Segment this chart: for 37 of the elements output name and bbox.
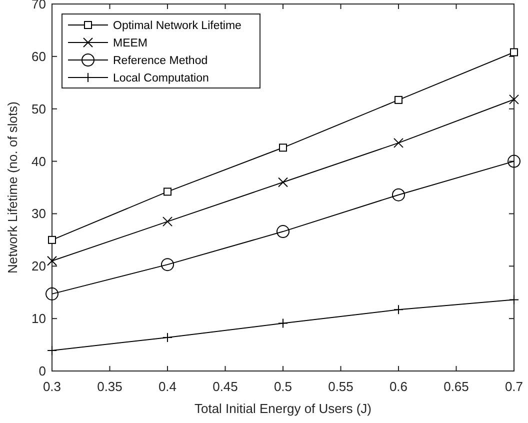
point xyxy=(279,144,287,152)
x-tick-label: 0.7 xyxy=(504,379,524,394)
x-tick-label: 0.65 xyxy=(444,379,469,394)
point xyxy=(392,188,405,202)
y-tick-label: 0 xyxy=(38,364,46,378)
x-tick-label: 0.35 xyxy=(97,379,122,394)
x-tick-label: 0.3 xyxy=(42,379,62,394)
legend-label: Local Computation xyxy=(113,72,209,84)
y-tick-label: 40 xyxy=(32,154,46,169)
x-tick-label: 0.4 xyxy=(158,379,177,394)
point xyxy=(47,256,57,266)
point xyxy=(162,216,172,227)
x-tick-label: 0.5 xyxy=(274,379,292,394)
point xyxy=(164,188,172,196)
y-tick-label: 30 xyxy=(32,206,46,222)
point xyxy=(278,177,288,188)
y-tick-label: 60 xyxy=(32,48,46,64)
x-tick-label: 0.6 xyxy=(389,379,408,394)
point xyxy=(276,225,290,238)
x-tick-label: 0.45 xyxy=(212,379,238,394)
point xyxy=(46,287,58,300)
x-axis-title: Total Initial Energy of Users (J) xyxy=(194,401,372,416)
y-axis-title: Network Lifetime (no. of slots) xyxy=(5,102,20,274)
legend-label: MEEM xyxy=(113,38,148,50)
point xyxy=(510,48,518,56)
point xyxy=(161,258,174,272)
point xyxy=(48,236,56,244)
point xyxy=(508,154,520,168)
y-tick-label: 50 xyxy=(32,101,46,116)
y-tick-label: 20 xyxy=(32,258,46,274)
point xyxy=(394,138,404,148)
point xyxy=(509,94,519,104)
point xyxy=(394,96,402,104)
x-tick-label: 0.55 xyxy=(328,379,354,394)
legend-label: Reference Method xyxy=(113,55,208,67)
legend-label: Optimal Network Lifetime xyxy=(113,20,242,32)
y-tick-label: 10 xyxy=(32,311,46,326)
